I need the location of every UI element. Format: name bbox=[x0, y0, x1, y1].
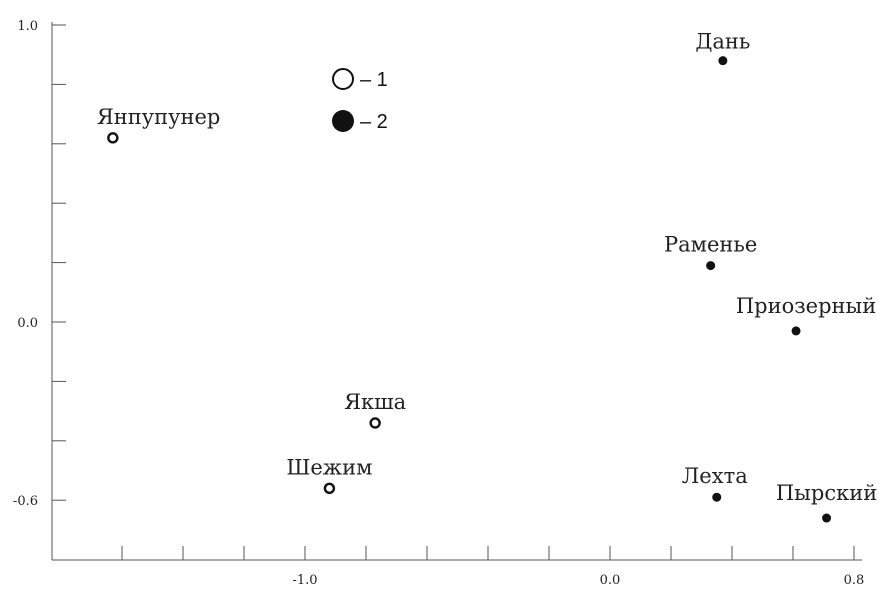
open-point bbox=[323, 482, 336, 495]
y-tick-label: -0.6 bbox=[13, 494, 38, 509]
legend-label: – 2 bbox=[360, 111, 388, 133]
y-tick-label: 0.0 bbox=[17, 316, 38, 331]
point-label: Якша bbox=[344, 390, 406, 414]
legend-filled-marker bbox=[332, 110, 354, 132]
open-point bbox=[107, 132, 119, 144]
point-label: Раменье bbox=[664, 233, 757, 257]
point-label: Янпупунер bbox=[97, 105, 221, 129]
data-points: Янпупунер Якша Шежим Дань Раменье Приозерный Л… bbox=[97, 30, 877, 523]
point-label: Приозерный bbox=[736, 294, 876, 318]
legend-label: – 1 bbox=[360, 69, 388, 91]
filled-point bbox=[791, 326, 801, 336]
point-label: Пырский bbox=[776, 481, 877, 505]
filled-point bbox=[718, 56, 728, 66]
open-point bbox=[369, 417, 381, 429]
axes: 1.0 0.0 -0.6 -1.0 0.0 0.8 bbox=[13, 19, 864, 588]
x-tick-label: 0.8 bbox=[844, 573, 865, 588]
filled-point bbox=[706, 261, 716, 271]
point-label: Дань bbox=[695, 30, 750, 54]
filled-point bbox=[822, 513, 832, 523]
point-label: Шежим bbox=[286, 455, 372, 479]
filled-point bbox=[712, 492, 722, 502]
legend: – 1 – 2 bbox=[332, 68, 388, 133]
legend-open-marker bbox=[332, 68, 354, 90]
x-tick-label: 0.0 bbox=[600, 573, 621, 588]
point-label: Лехта bbox=[682, 464, 748, 488]
y-tick-label: 1.0 bbox=[17, 19, 38, 34]
x-tick-label: -1.0 bbox=[292, 573, 317, 588]
